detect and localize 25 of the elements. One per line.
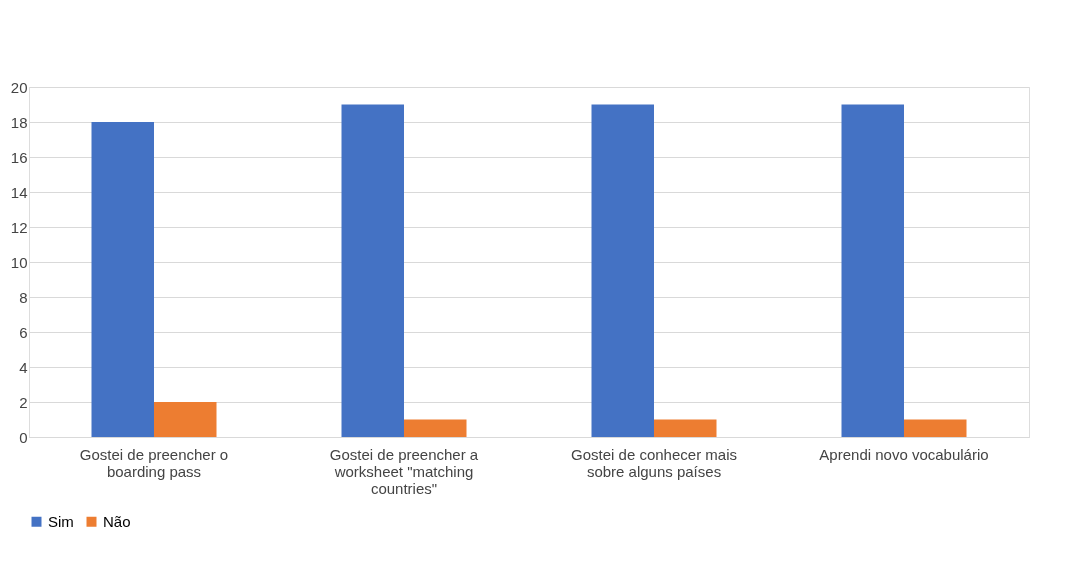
y-tick-label: 6 [19, 323, 28, 341]
y-tick-label: 18 [10, 113, 28, 131]
bar [904, 419, 967, 437]
bar [654, 419, 717, 437]
bar [591, 104, 654, 437]
bar [154, 402, 217, 437]
y-tick-label: 0 [19, 428, 28, 446]
bar [404, 419, 467, 437]
y-tick-label: 20 [10, 78, 28, 96]
bar [341, 104, 404, 437]
y-tick-label: 10 [10, 253, 28, 271]
y-tick-label: 12 [10, 218, 28, 236]
bar [91, 122, 154, 437]
bar [841, 104, 904, 437]
x-tick-label: Gostei de preencher a worksheet "matching countries" [329, 445, 479, 497]
x-tick-label: Aprendi novo vocabulário [819, 445, 989, 463]
y-tick-label: 14 [10, 183, 28, 201]
y-tick-label: 4 [19, 358, 28, 376]
y-tick-label: 16 [10, 148, 28, 166]
x-tick-label: Gostei de conhecer mais sobre alguns países [571, 445, 737, 480]
y-tick-label: 8 [19, 288, 28, 306]
legend-label: Sim [48, 512, 74, 530]
legend-label: Não [103, 512, 131, 530]
y-tick-label: 2 [19, 393, 28, 411]
x-tick-label: Gostei de preencher o boarding pass [79, 445, 229, 480]
